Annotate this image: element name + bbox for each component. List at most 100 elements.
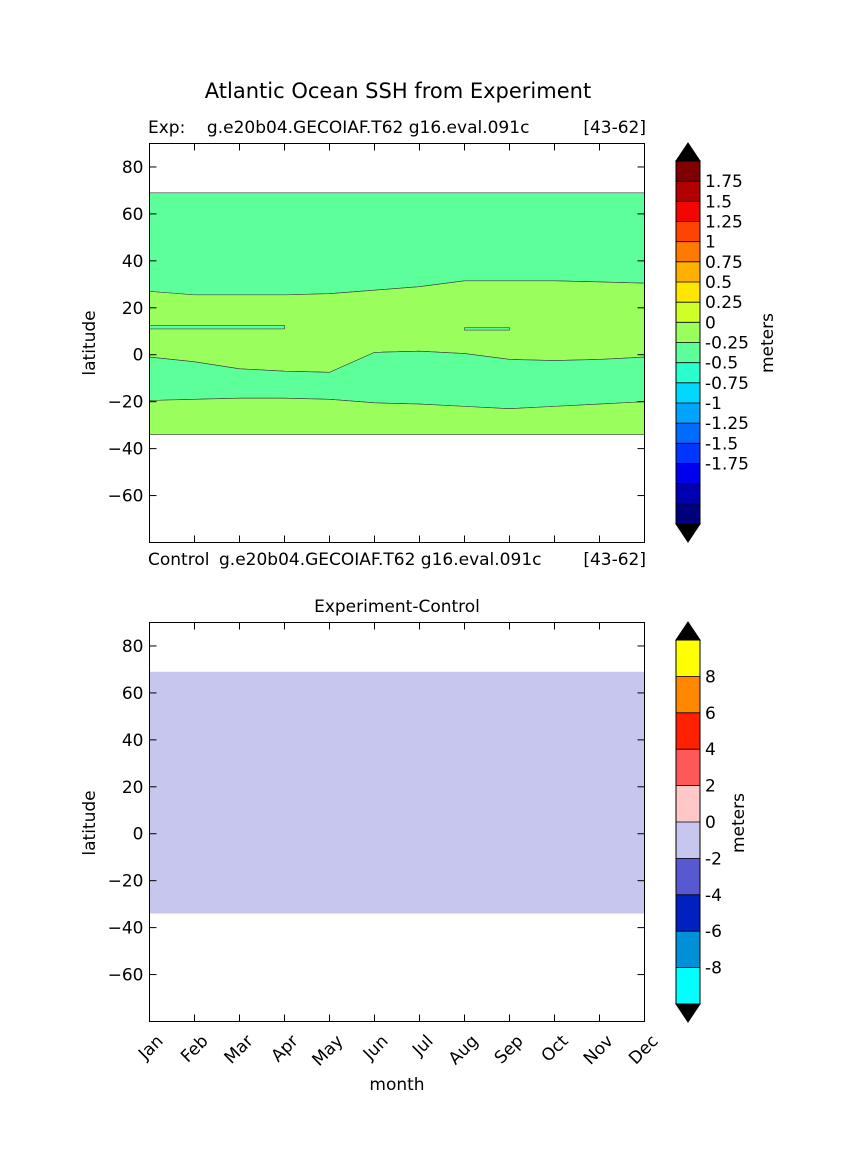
top-colorbar-label: meters: [758, 313, 778, 373]
colorbar-tick-label: 1: [705, 233, 716, 253]
colorbar-swatch: [676, 382, 700, 403]
colorbar-tick-label: -6: [705, 922, 722, 942]
contour-region-north: [149, 192, 645, 296]
colorbar-swatch: [676, 342, 700, 363]
colorbar-swatch: [676, 443, 700, 464]
y-tick-label: −40: [108, 919, 144, 939]
colorbar-tick-label: -8: [705, 959, 722, 979]
colorbar-swatch: [676, 967, 700, 1004]
top-plot-area: [149, 192, 645, 435]
colorbar-swatch: [676, 712, 700, 750]
difference-fill: [149, 671, 645, 914]
colorbar-swatch: [676, 463, 700, 484]
colorbar-swatch: [676, 785, 700, 822]
colorbar-tick-label: -4: [705, 886, 722, 906]
colorbar-swatch: [676, 322, 700, 343]
colorbar-swatch: [676, 503, 700, 524]
colorbar-tick-label: 0.25: [705, 293, 743, 313]
colorbar-tick-label: 8: [705, 667, 716, 687]
colorbar-extend-min: [675, 523, 701, 543]
y-tick-label: 80: [122, 158, 144, 178]
colorbar-swatch: [676, 201, 700, 222]
colorbar-tick-label: -2: [705, 849, 722, 869]
colorbar-tick-label: 2: [705, 777, 716, 797]
colorbar-tick-label: 0: [705, 313, 716, 333]
bottom-ylabel: latitude: [80, 790, 100, 855]
contour-patch-1: [149, 325, 285, 330]
colorbar-swatch: [676, 749, 700, 786]
colorbar-swatch: [676, 894, 700, 932]
x-tick-label: Sep: [491, 1031, 528, 1068]
x-tick-label: Jun: [359, 1031, 393, 1065]
x-tick-label: Apr: [268, 1031, 303, 1066]
colorbar-tick-label: -1.5: [705, 434, 738, 454]
colorbar-extend-min: [675, 1003, 701, 1023]
y-tick-label: 20: [122, 299, 144, 319]
top-title-left: Exp: g.e20b04.GECOIAF.T62 g16.eval.091c: [148, 118, 529, 138]
colorbar-tick-label: 6: [705, 704, 716, 724]
top-y-ticks: 80 60 40 20 0 −20 −40 −60: [108, 158, 645, 507]
y-tick-label: −20: [108, 872, 144, 892]
bottom-y-ticks: 80 60 40 20 0 −20 −40 −60: [108, 637, 645, 986]
colorbar-swatch: [676, 676, 700, 713]
colorbar-swatch: [676, 241, 700, 262]
bottom-colorbar: 8 6 4 2 0 -2 -4 -6 -8: [675, 621, 722, 1023]
mid-subtitle-left: Control: [148, 550, 209, 570]
colorbar-tick-label: 1.25: [705, 213, 743, 233]
top-axes-frame: [149, 143, 645, 543]
y-tick-label: −40: [108, 440, 144, 460]
colorbar-swatch: [676, 261, 700, 282]
colorbar-swatch: [676, 858, 700, 895]
colorbar-tick-label: -0.5: [705, 354, 738, 374]
x-tick-label: Nov: [580, 1031, 618, 1069]
x-tick-label: Dec: [625, 1031, 662, 1068]
x-tick-label: Jul: [408, 1031, 437, 1060]
colorbar-tick-label: 0.75: [705, 253, 743, 273]
y-tick-label: 0: [133, 825, 144, 845]
colorbar-swatch: [676, 181, 700, 202]
colorbar-extend-max: [675, 621, 701, 641]
colorbar-tick-label: 1.5: [705, 192, 732, 212]
y-tick-label: 40: [122, 252, 144, 272]
top-colorbar: 1.751.51.2510.750.50.250-0.25-0.5-0.75-1…: [675, 142, 749, 543]
y-tick-label: −20: [108, 393, 144, 413]
bottom-xlabel: month: [369, 1075, 424, 1095]
bottom-axes-frame: [149, 622, 645, 1022]
colorbar-swatch: [676, 362, 700, 383]
bottom-title: Experiment-Control: [314, 597, 480, 617]
bottom-colorbar-label: meters: [729, 793, 749, 853]
top-panel: 80 60 40 20 0 −20 −40 −60 latitude Exp: g.e20b0…: [80, 118, 778, 570]
colorbar-tick-label: 4: [705, 740, 716, 760]
y-tick-label: 40: [122, 731, 144, 751]
colorbar-tick-label: -1.75: [705, 455, 749, 475]
contour-patch-2: [464, 327, 510, 331]
y-tick-label: 0: [133, 346, 144, 366]
colorbar-swatch: [676, 282, 700, 303]
x-tick-label: Jan: [134, 1031, 167, 1064]
mid-subtitle-mid: g.e20b04.GECOIAF.T62 g16.eval.091c: [219, 550, 541, 570]
colorbar-swatch: [676, 403, 700, 424]
y-tick-label: 60: [122, 205, 144, 225]
bottom-plot-area: [149, 671, 645, 914]
y-tick-label: −60: [108, 487, 144, 507]
colorbar-swatch: [676, 640, 700, 677]
colorbar-frame: [675, 160, 701, 525]
top-ylabel: latitude: [80, 310, 100, 375]
x-tick-label: Aug: [445, 1031, 483, 1069]
figure-suptitle: Atlantic Ocean SSH from Experiment: [205, 79, 591, 103]
x-tick-label: May: [309, 1031, 348, 1070]
colorbar-swatch: [676, 931, 700, 968]
colorbar-frame: [675, 639, 701, 1005]
colorbar-tick-label: -0.75: [705, 374, 749, 394]
colorbar-swatch: [676, 423, 700, 444]
colorbar-swatch: [676, 302, 700, 323]
colorbar-swatch: [676, 161, 700, 182]
colorbar-tick-label: -0.25: [705, 334, 749, 354]
x-tick-label: Mar: [221, 1031, 258, 1068]
y-tick-label: 60: [122, 684, 144, 704]
colorbar-tick-label: 0.5: [705, 273, 732, 293]
x-tick-label: Oct: [538, 1031, 573, 1066]
top-x-ticks: [149, 143, 645, 543]
